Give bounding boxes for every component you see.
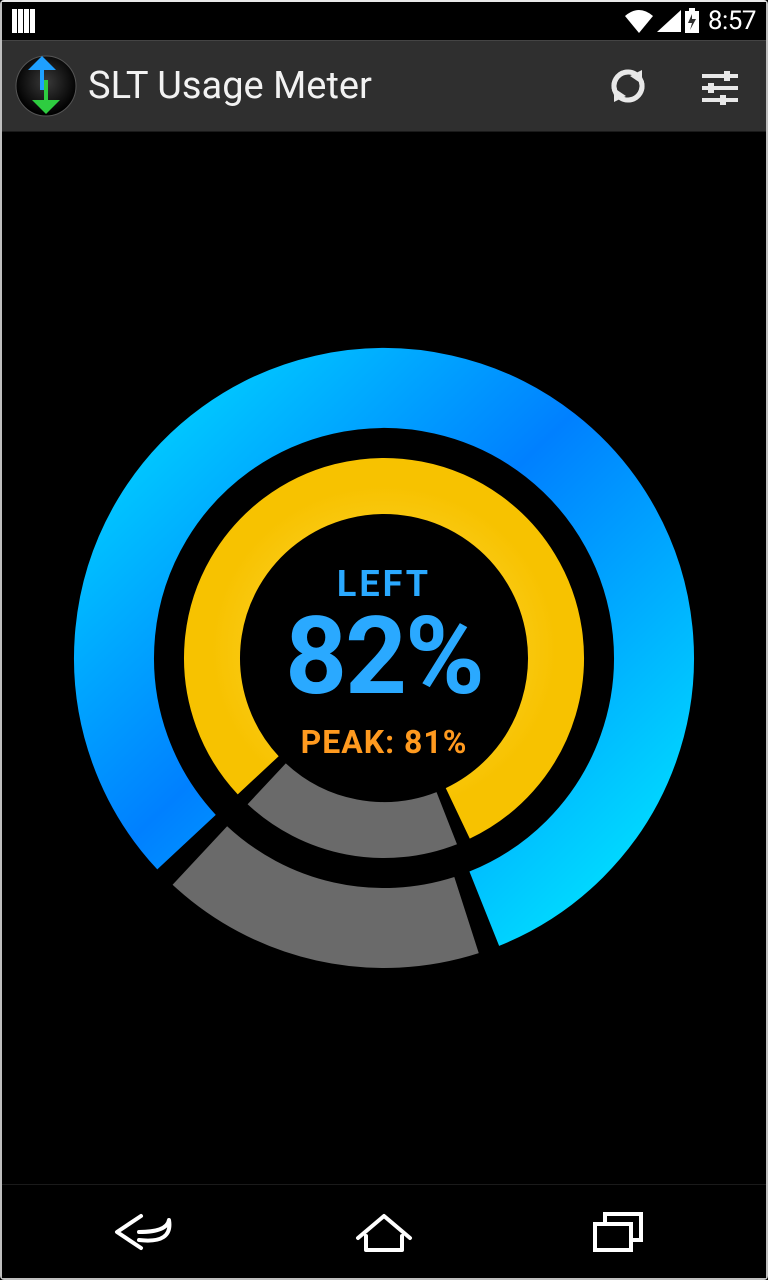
gauge-svg — [64, 338, 704, 978]
action-bar: SLT Usage Meter — [2, 40, 766, 132]
wifi-icon — [624, 9, 654, 33]
navigation-bar — [2, 1184, 766, 1278]
app-icon — [14, 54, 78, 118]
refresh-icon — [604, 62, 652, 110]
sliders-icon — [696, 62, 744, 110]
status-time: 8:57 — [708, 6, 756, 36]
back-icon — [109, 1208, 189, 1256]
cell-signal-icon — [656, 9, 682, 33]
refresh-button[interactable] — [582, 40, 674, 132]
status-bar: 8:57 — [2, 2, 766, 40]
home-icon — [352, 1208, 416, 1256]
nav-recents-button[interactable] — [559, 1202, 679, 1262]
recents-icon — [589, 1208, 649, 1256]
content-area: LEFT 82% PEAK: 81% — [2, 132, 766, 1184]
app-title: SLT Usage Meter — [88, 64, 582, 108]
notification-generic-icon — [12, 7, 44, 35]
nav-back-button[interactable] — [89, 1202, 209, 1262]
settings-button[interactable] — [674, 40, 766, 132]
usage-gauge: LEFT 82% PEAK: 81% — [64, 338, 704, 978]
nav-home-button[interactable] — [324, 1202, 444, 1262]
battery-icon — [684, 8, 700, 34]
